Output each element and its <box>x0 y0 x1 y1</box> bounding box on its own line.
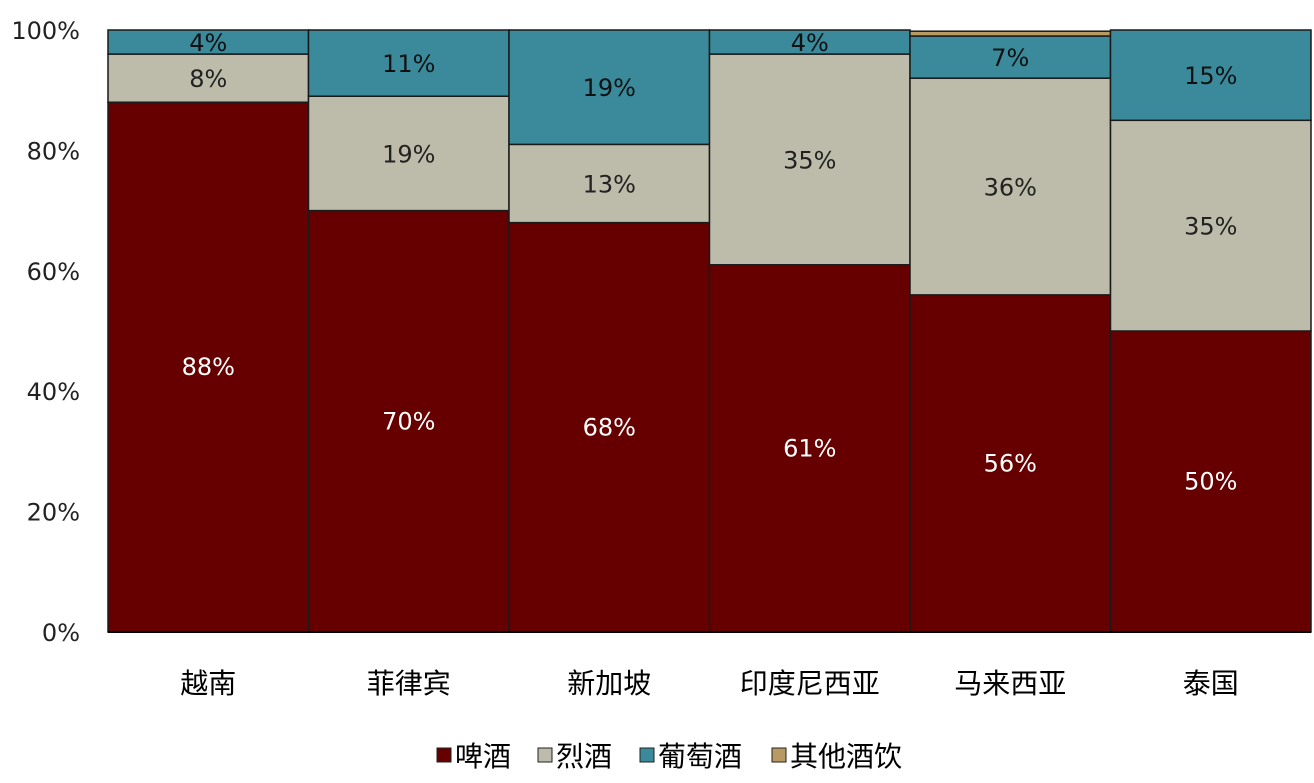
bar-stack: 70% 19% 11% <box>307 29 510 633</box>
bar-stacks: 88% 8% 4% 70% 19% 11% 68% 13% 19% 61% 35% 4% 56% 36% 7… <box>107 29 1312 633</box>
y-tick-label: 20% <box>27 499 80 527</box>
bar-segment <box>508 143 711 224</box>
y-tick-label: 60% <box>27 258 80 286</box>
data-label: 15% <box>1184 62 1237 90</box>
x-category-label: 越南 <box>180 667 236 700</box>
x-category-label: 泰国 <box>1183 667 1239 700</box>
data-label: 4% <box>189 29 227 57</box>
bar-segment <box>107 29 310 55</box>
bar-segment <box>1109 330 1312 633</box>
data-label: 35% <box>1184 213 1237 241</box>
data-label: 35% <box>783 146 836 174</box>
legend-label: 其他酒饮 <box>790 740 902 773</box>
bar-segment <box>1109 29 1312 122</box>
bar-stack: 68% 13% 19% <box>508 29 711 633</box>
bar-segment <box>909 30 1112 37</box>
data-label: 50% <box>1184 468 1237 496</box>
bar-segment <box>708 264 911 633</box>
y-tick-label: 40% <box>27 378 80 406</box>
bar-stack: 50% 35% 15% <box>1109 29 1312 633</box>
data-label: 70% <box>382 407 435 435</box>
bar-segment <box>909 294 1112 633</box>
bar-stack: 61% 35% 4% <box>708 29 911 633</box>
x-category-label: 菲律宾 <box>367 667 451 700</box>
bar-segment <box>307 29 510 97</box>
bar-segment <box>107 101 310 633</box>
y-tick-label: 100% <box>11 17 80 45</box>
bar-stack: 88% 8% 4% <box>107 29 310 633</box>
data-label: 11% <box>382 50 435 78</box>
data-label: 13% <box>583 171 636 199</box>
data-label: 8% <box>189 65 227 93</box>
legend-swatch <box>771 747 787 763</box>
bar-segment <box>307 95 510 212</box>
legend-swatch <box>639 747 655 763</box>
legend-label: 啤酒 <box>455 740 511 773</box>
data-label: 4% <box>791 29 829 57</box>
data-label: 61% <box>783 434 836 462</box>
y-tick-label: 80% <box>27 137 80 165</box>
bar-segment <box>508 29 711 146</box>
x-category-label: 马来西亚 <box>954 667 1066 700</box>
data-label: 19% <box>583 74 636 102</box>
data-label: 88% <box>182 353 235 381</box>
legend-swatch <box>436 747 452 763</box>
legend: 啤酒 烈酒 葡萄酒 其他酒饮 <box>436 740 902 773</box>
bar-segment <box>708 29 911 55</box>
data-label: 56% <box>984 449 1037 477</box>
data-label: 36% <box>984 174 1037 202</box>
legend-label: 烈酒 <box>556 740 612 773</box>
bar-segment <box>508 221 711 633</box>
bar-segment <box>307 209 510 633</box>
data-label: 19% <box>382 140 435 168</box>
y-axis: 0% 20% 40% 60% 80% 100% <box>11 17 80 647</box>
bar-segment <box>107 53 310 103</box>
x-category-label: 印度尼西亚 <box>740 667 880 700</box>
x-axis: 越南 菲律宾 新加坡 印度尼西亚 马来西亚 泰国 <box>180 667 1239 700</box>
x-category-label: 新加坡 <box>567 667 651 700</box>
data-label: 68% <box>583 413 636 441</box>
bar-stack: 56% 36% 7% <box>909 30 1112 633</box>
data-label: 7% <box>991 44 1029 72</box>
y-tick-label: 0% <box>42 619 80 647</box>
legend-swatch <box>537 747 553 763</box>
bar-segment <box>1109 119 1312 332</box>
legend-label: 葡萄酒 <box>658 740 742 773</box>
